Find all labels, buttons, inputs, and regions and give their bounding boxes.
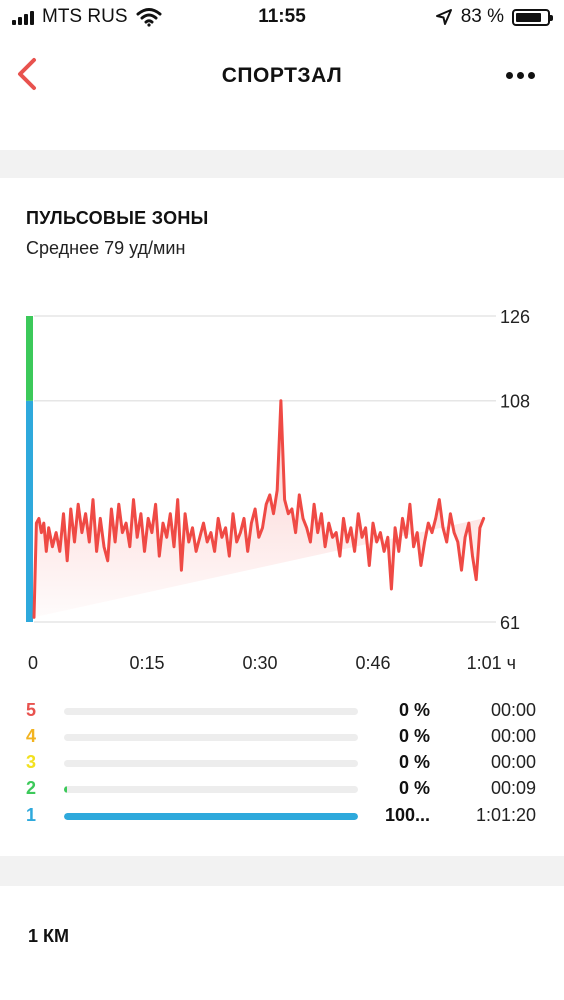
x-tick-label: 0:15 bbox=[129, 653, 164, 673]
status-right: 83 % bbox=[435, 6, 553, 28]
y-tick-label: 126 bbox=[500, 307, 530, 327]
battery-icon bbox=[512, 8, 553, 26]
zone-progress-fill bbox=[64, 786, 67, 793]
zone-time: 1:01:20 bbox=[475, 805, 536, 825]
y-tick-label: 108 bbox=[500, 392, 530, 412]
heart-rate-chart: 126 108 61 0 0:15 0:30 0:46 1:01 ч bbox=[26, 307, 530, 673]
zone-progress-track bbox=[64, 786, 358, 793]
zone-number: 4 bbox=[26, 726, 37, 746]
heart-zones-title: ПУЛЬСОВЫЕ ЗОНЫ bbox=[26, 208, 209, 228]
x-tick-label: 1:01 ч bbox=[467, 653, 516, 673]
x-tick-label: 0:46 bbox=[355, 653, 390, 673]
ellipsis-icon bbox=[505, 71, 513, 79]
wifi-icon bbox=[136, 8, 161, 27]
location-arrow-icon bbox=[435, 9, 452, 25]
zone-number: 3 bbox=[26, 752, 37, 772]
heart-rate-line bbox=[32, 399, 486, 619]
zone-percent: 0 % bbox=[398, 700, 430, 720]
zone-progress-track bbox=[64, 813, 358, 820]
carrier-name: MTS RUS bbox=[42, 6, 128, 27]
zone-percent: 0 % bbox=[398, 752, 430, 772]
status-time: 11:55 bbox=[258, 6, 306, 27]
zone-row-3: 3 0 % 00:00 bbox=[0, 752, 564, 774]
zone-row-4: 4 0 % 00:00 bbox=[0, 726, 564, 748]
more-options-button[interactable] bbox=[500, 60, 540, 90]
nav-bar: СПОРТЗАЛ bbox=[0, 40, 564, 110]
back-button[interactable] bbox=[10, 54, 46, 94]
page-title: СПОРТЗАЛ bbox=[221, 64, 343, 87]
zone-time: 00:00 bbox=[490, 726, 536, 746]
zone-color-band bbox=[26, 400, 33, 622]
zone-color-band bbox=[26, 316, 33, 401]
section-divider bbox=[0, 856, 564, 886]
x-tick-label: 0:30 bbox=[242, 653, 277, 673]
zone-row-2: 2 0 % 00:09 bbox=[0, 778, 564, 800]
zone-number: 2 bbox=[26, 778, 37, 798]
status-bar: MTS RUS 11:55 83 % bbox=[0, 0, 564, 38]
zone-number: 5 bbox=[26, 700, 37, 720]
zone-number: 1 bbox=[26, 805, 37, 825]
zone-row-5: 5 0 % 00:00 bbox=[0, 700, 564, 722]
zone-progress-track bbox=[64, 760, 358, 767]
heart-rate-area bbox=[34, 400, 484, 618]
zone-row-1: 1 100... 1:01:20 bbox=[0, 805, 564, 827]
zone-percent: 0 % bbox=[398, 726, 430, 746]
zone-percent: 100... bbox=[384, 805, 430, 825]
zone-time: 00:00 bbox=[490, 700, 536, 720]
zone-progress-track bbox=[64, 708, 358, 715]
chevron-left-icon bbox=[18, 58, 36, 90]
x-tick-label: 0 bbox=[28, 653, 38, 673]
zone-percent: 0 % bbox=[398, 778, 430, 798]
y-tick-label: 61 bbox=[500, 613, 520, 633]
split-km-label[interactable]: 1 КМ bbox=[28, 926, 69, 946]
zone-progress-track bbox=[64, 734, 358, 741]
status-left: MTS RUS bbox=[12, 6, 162, 28]
average-heart-rate: Среднее 79 уд/мин bbox=[26, 238, 186, 258]
zone-progress-fill bbox=[64, 813, 358, 820]
zone-time: 00:00 bbox=[490, 752, 536, 772]
zone-time: 00:09 bbox=[490, 778, 536, 798]
battery-level bbox=[516, 12, 541, 22]
signal-icon bbox=[12, 9, 34, 25]
battery-percent: 83 % bbox=[460, 6, 504, 27]
section-divider bbox=[0, 150, 564, 178]
